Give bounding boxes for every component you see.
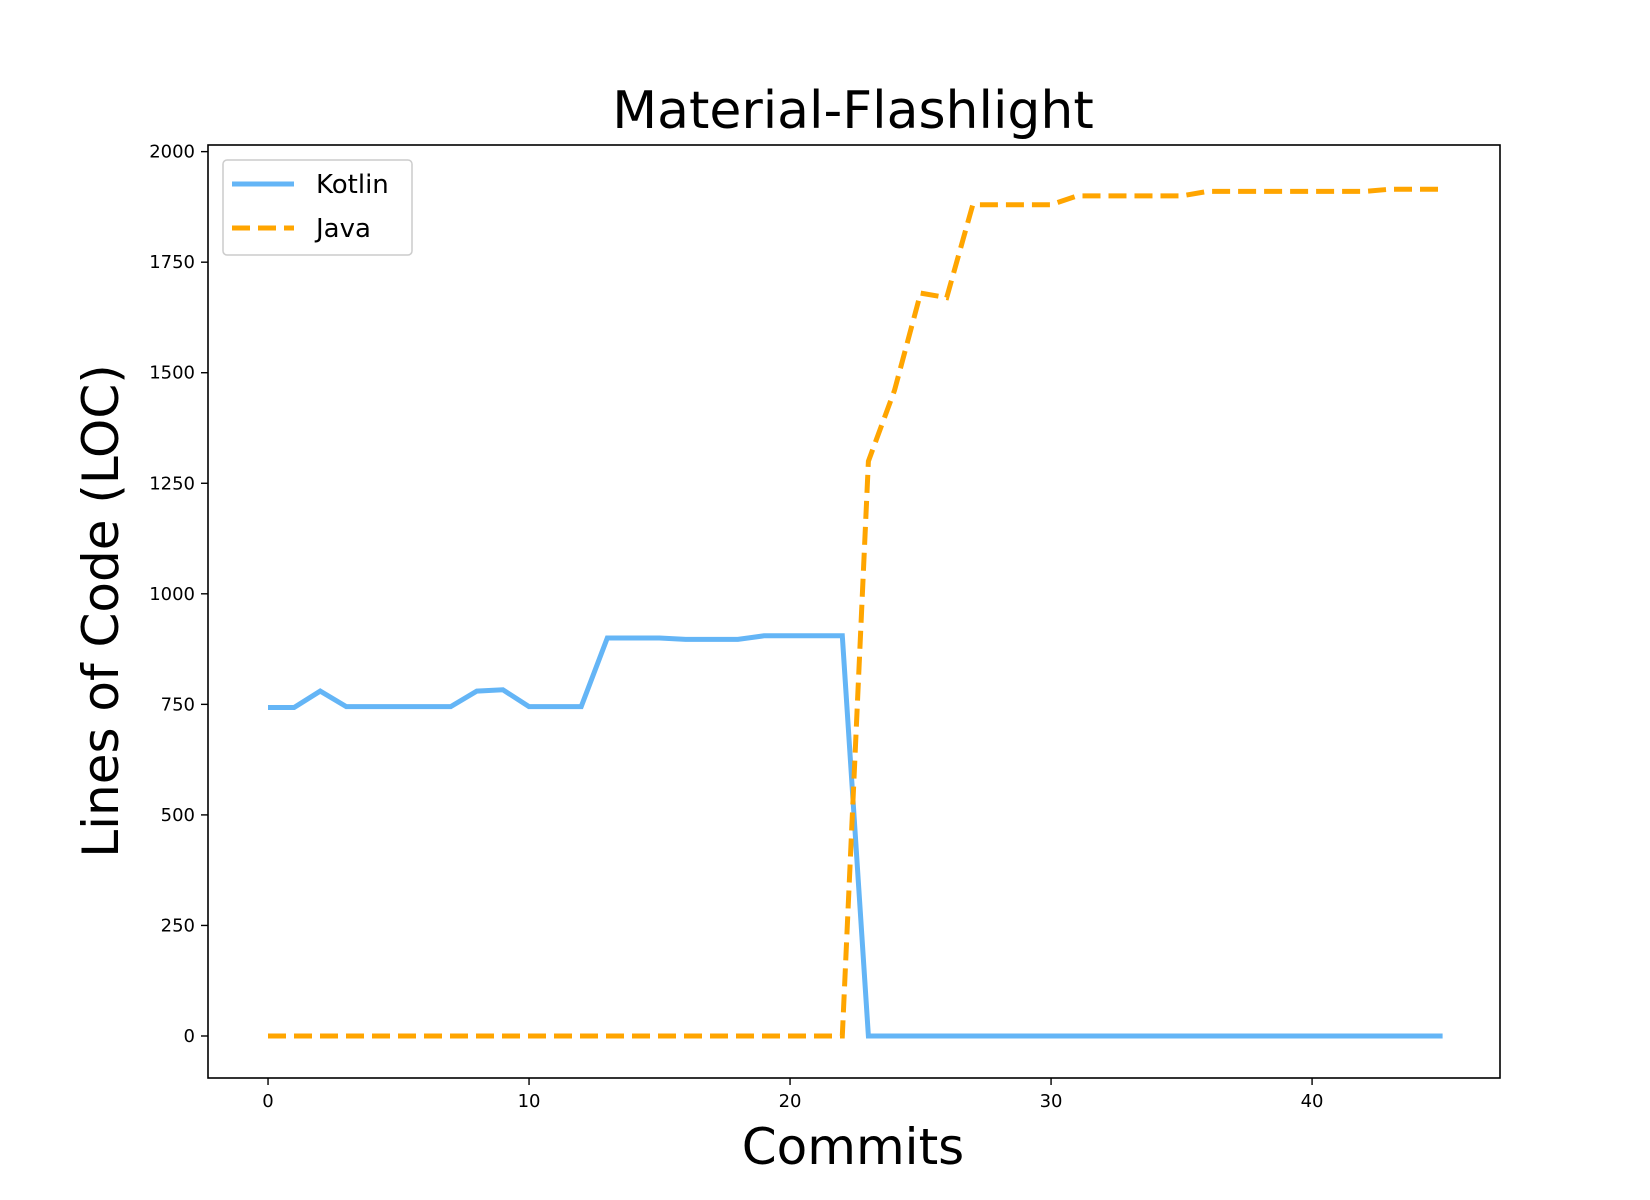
x-tick-label: 0	[262, 1091, 273, 1112]
y-tick-label: 1000	[149, 584, 195, 605]
x-tick-label: 10	[518, 1091, 541, 1112]
legend: Kotlin Java	[222, 159, 413, 256]
series-line-java	[268, 186, 1443, 1039]
plot-area	[268, 186, 1443, 1039]
y-tick-label: 1250	[149, 473, 195, 494]
y-tick-label: 750	[161, 694, 195, 715]
y-tick-label: 1750	[149, 252, 195, 273]
y-tick-label: 250	[161, 915, 195, 936]
x-axis: 0 10 20 30 40	[262, 1078, 1324, 1112]
y-tick-label: 2000	[149, 142, 195, 163]
x-axis-label: Commits	[742, 1118, 964, 1176]
legend-label-java: Java	[314, 214, 371, 244]
y-axis-label: Lines of Code (LOC)	[72, 364, 130, 857]
x-tick-label: 20	[779, 1091, 802, 1112]
legend-label-kotlin: Kotlin	[316, 170, 389, 200]
y-tick-label: 500	[161, 805, 195, 826]
plot-frame	[207, 144, 1501, 1079]
chart-title: Material-Flashlight	[612, 81, 1094, 141]
y-tick-label: 1500	[149, 363, 195, 384]
series-line-kotlin	[268, 633, 1443, 1039]
x-tick-label: 40	[1301, 1091, 1324, 1112]
x-tick-label: 30	[1040, 1091, 1063, 1112]
y-tick-label: 0	[184, 1026, 195, 1047]
y-axis: 0 250 500 750 1000 1250 1500 1750 2000	[149, 142, 208, 1047]
